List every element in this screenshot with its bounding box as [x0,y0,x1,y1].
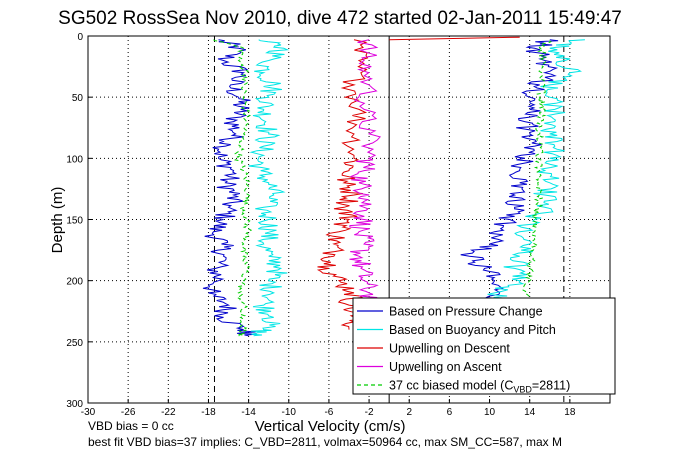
legend-box [352,297,616,395]
vbd-bias-note: VBD bias = 0 cc [88,419,174,433]
legend-label: Based on Buoyancy and Pitch [389,323,556,337]
y-axis-label: Depth (m) [49,187,66,254]
y-tick-label: 50 [72,93,84,104]
legend-label: Upwelling on Descent [389,342,510,356]
x-tick-label: 10 [484,407,496,418]
x-tick-labels: -30 -26 -22 -18 -14 -10 -6 -2 2 6 10 14 18 [81,399,576,418]
x-tick-label: -2 [365,407,374,418]
y-tick-label: 300 [66,399,83,410]
y-tick-label: 100 [66,154,83,165]
series-line-4-ascent [520,39,552,337]
x-tick-label: -26 [121,407,136,418]
series-line-1-descent [248,39,290,337]
series-line-2-descent [316,39,369,330]
y-tick-label: 150 [66,216,83,227]
series-line-3-descent [349,39,385,331]
x-tick-label: 2 [406,407,412,418]
x-tick-label: -6 [324,407,333,418]
x-tick-label: 18 [564,407,576,418]
x-tick-label: -10 [282,407,297,418]
legend-items: Based on Pressure Change Based on Buoyanc… [357,305,570,395]
x-tick-label: -22 [161,407,176,418]
x-tick-label: 14 [524,407,536,418]
y-tick-label: 200 [66,277,83,288]
y-tick-label: 0 [77,32,83,43]
x-tick-label: -18 [201,407,216,418]
x-tick-label: 6 [447,407,453,418]
best-fit-note: best fit VBD bias=37 implies: C_VBD=2811… [88,435,562,449]
legend-label: 37 cc biased model (CVBD=2811) [389,379,570,395]
series-line-1-ascent [487,39,585,337]
x-axis-label: Vertical Velocity (cm/s) [255,418,406,435]
legend-label: Upwelling on Ascent [389,360,502,374]
series-line-4-descent [213,39,253,337]
plot-lines [202,36,585,337]
y-tick-label: 250 [66,338,83,349]
x-tick-label: -14 [241,407,256,418]
series-line-0-descent [202,39,257,337]
chart-title: SG502 RossSea Nov 2010, dive 472 started… [58,8,622,29]
legend: Based on Pressure Change Based on Buoyanc… [352,297,616,395]
series-line-0-ascent [460,39,559,337]
series-line-2-ascent [389,36,520,41]
y-tick-labels: 0 50 100 150 200 250 300 [66,32,92,410]
legend-label: Based on Pressure Change [389,305,543,319]
x-tick-label: -30 [81,407,96,418]
